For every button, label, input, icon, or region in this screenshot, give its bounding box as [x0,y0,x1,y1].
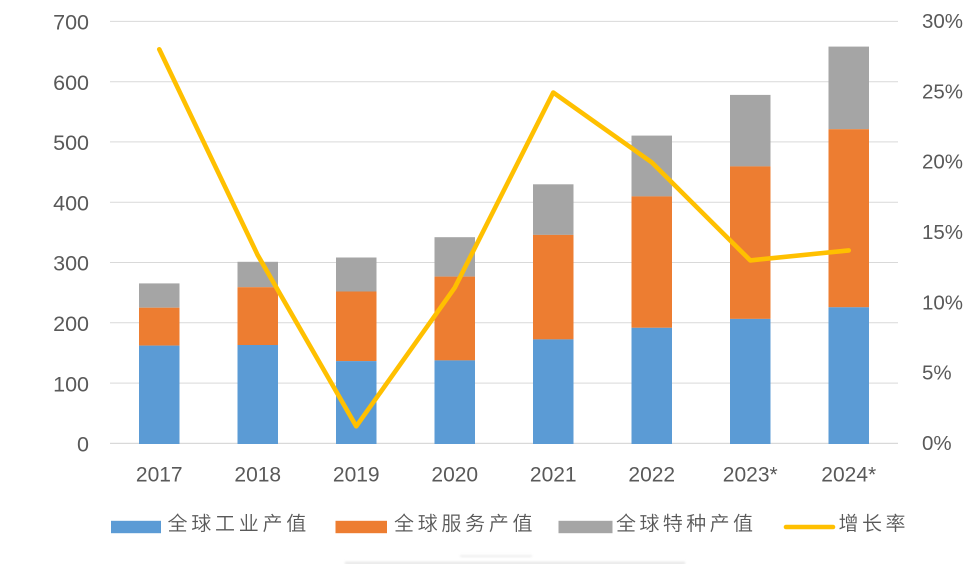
svg-text:500: 500 [53,131,89,155]
svg-text:15%: 15% [922,221,963,244]
svg-text:2018: 2018 [234,464,281,487]
svg-text:2022: 2022 [628,464,675,487]
svg-text:0: 0 [77,433,89,457]
svg-text:2020: 2020 [431,464,478,487]
svg-text:2021: 2021 [530,464,577,487]
svg-text:5%: 5% [922,362,952,385]
svg-text:30%: 30% [922,10,963,33]
svg-text:200: 200 [53,312,89,336]
svg-text:2023*: 2023* [723,464,778,487]
svg-text:2019: 2019 [333,464,380,487]
svg-text:10%: 10% [922,291,963,314]
svg-text:20%: 20% [922,151,963,174]
svg-text:700: 700 [53,11,89,35]
svg-text:25%: 25% [922,80,963,103]
svg-text:2024*: 2024* [821,464,876,487]
svg-text:0%: 0% [922,432,952,455]
svg-text:2017: 2017 [136,464,183,487]
svg-text:300: 300 [53,252,89,276]
svg-text:600: 600 [53,71,89,95]
svg-text:400: 400 [53,191,89,215]
svg-text:100: 100 [53,372,89,396]
